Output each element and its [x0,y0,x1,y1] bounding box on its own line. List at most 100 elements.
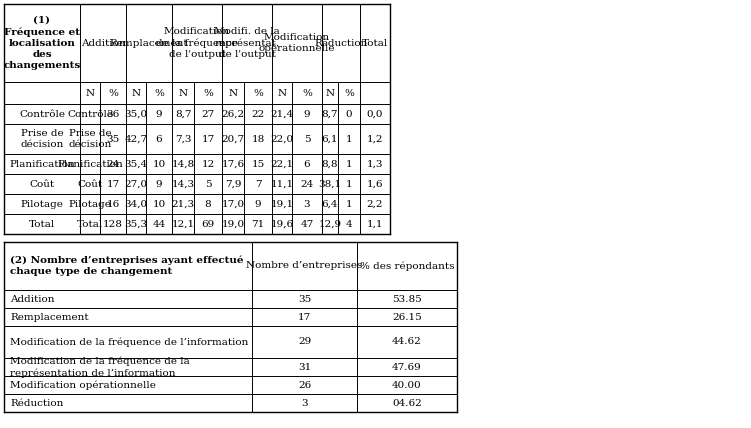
Text: N: N [325,89,334,98]
Text: 1: 1 [345,160,352,169]
Text: 3: 3 [301,398,308,407]
Text: %: % [154,89,164,98]
Text: 8,8: 8,8 [321,160,338,169]
Text: 14,8: 14,8 [171,160,195,169]
Text: Prise de
décision: Prise de décision [68,129,112,149]
Text: 10: 10 [152,199,166,208]
Text: 47.69: 47.69 [392,363,422,372]
Text: 12,9: 12,9 [318,220,342,229]
Text: 20,7: 20,7 [222,134,245,143]
Text: 17: 17 [298,312,311,321]
Text: 1,1: 1,1 [366,220,383,229]
Text: 29: 29 [298,338,311,347]
Text: N: N [277,89,287,98]
Text: N: N [86,89,95,98]
Text: 10: 10 [152,160,166,169]
Text: 7,3: 7,3 [175,134,192,143]
Text: Addition: Addition [10,294,55,303]
Text: 4: 4 [345,220,352,229]
Text: 26.15: 26.15 [392,312,422,321]
Text: 44: 44 [152,220,166,229]
Text: 3: 3 [303,199,310,208]
Text: 8,7: 8,7 [321,110,338,119]
Text: Coût: Coût [29,179,55,188]
Text: 17,0: 17,0 [222,199,245,208]
Text: 69: 69 [201,220,215,229]
Text: Total: Total [77,220,103,229]
Text: 17,6: 17,6 [222,160,245,169]
Text: Pilotage: Pilotage [68,199,111,208]
Text: 6: 6 [303,160,310,169]
Text: 42,7: 42,7 [125,134,147,143]
Text: 5: 5 [303,134,310,143]
Text: 6,4: 6,4 [321,199,338,208]
Text: 12,1: 12,1 [171,220,195,229]
Text: Prise de
décision: Prise de décision [20,129,64,149]
Text: 6: 6 [155,134,162,143]
Text: 0,0: 0,0 [366,110,383,119]
Text: 44.62: 44.62 [392,338,422,347]
Text: 19,1: 19,1 [270,199,294,208]
Text: Contrôle: Contrôle [67,110,113,119]
Text: Modifi. de la
représentat.
de l'output: Modifi. de la représentat. de l'output [214,27,280,59]
Text: 31: 31 [298,363,311,372]
Text: Planification: Planification [9,160,75,169]
Text: 8: 8 [205,199,211,208]
Text: 26,2: 26,2 [222,110,245,119]
Text: 5: 5 [205,179,211,188]
Text: Coût: Coût [77,179,103,188]
Text: Total: Total [362,39,388,48]
Text: 22,1: 22,1 [270,160,294,169]
Text: %: % [203,89,213,98]
Text: 18: 18 [252,134,264,143]
Text: Total: Total [29,220,55,229]
Text: 27: 27 [201,110,215,119]
Text: Modification
opérationnelle: Modification opérationnelle [259,33,335,54]
Text: 0: 0 [345,110,352,119]
Text: Réduction: Réduction [315,39,368,48]
Text: 17: 17 [107,179,119,188]
Text: %: % [344,89,354,98]
Text: Modification de la fréquence de l’information: Modification de la fréquence de l’inform… [10,337,249,347]
Text: 16: 16 [107,199,119,208]
Text: 1,2: 1,2 [366,134,383,143]
Text: 9: 9 [155,110,162,119]
Text: 11,1: 11,1 [270,179,294,188]
Text: 14,3: 14,3 [171,179,195,188]
Text: 7: 7 [255,179,261,188]
Text: (2) Nombre d’entreprises ayant effectué
chaque type de changement: (2) Nombre d’entreprises ayant effectué … [10,256,243,276]
Text: 9: 9 [255,199,261,208]
Text: 34,0: 34,0 [125,199,147,208]
Text: 24: 24 [300,179,314,188]
Text: 128: 128 [103,220,123,229]
Text: 35,0: 35,0 [125,110,147,119]
Text: 26: 26 [298,380,311,389]
Text: N: N [131,89,140,98]
Text: 1: 1 [345,179,352,188]
Text: 1: 1 [345,199,352,208]
Text: 53.85: 53.85 [392,294,422,303]
Text: Modification opérationnelle: Modification opérationnelle [10,380,156,390]
Text: Addition: Addition [81,39,125,48]
Text: 15: 15 [252,160,264,169]
Text: 35: 35 [107,134,119,143]
Text: % des répondants: % des répondants [360,261,454,271]
Text: 19,0: 19,0 [222,220,245,229]
Text: 9: 9 [155,179,162,188]
Text: Contrôle: Contrôle [19,110,65,119]
Text: 6,1: 6,1 [321,134,338,143]
Text: 9: 9 [303,110,310,119]
Text: 8,7: 8,7 [175,110,192,119]
Text: 1,6: 1,6 [366,179,383,188]
Text: 1: 1 [345,134,352,143]
Text: Modification de la fréquence de la
représentation de l’information: Modification de la fréquence de la repré… [10,357,190,377]
Text: 38,1: 38,1 [318,179,342,188]
Text: 21,3: 21,3 [171,199,195,208]
Text: 22: 22 [252,110,264,119]
Text: 19,6: 19,6 [270,220,294,229]
Text: %: % [302,89,312,98]
Text: N: N [179,89,188,98]
Text: %: % [108,89,118,98]
Text: 17: 17 [201,134,215,143]
Text: Remplacement: Remplacement [110,39,189,48]
